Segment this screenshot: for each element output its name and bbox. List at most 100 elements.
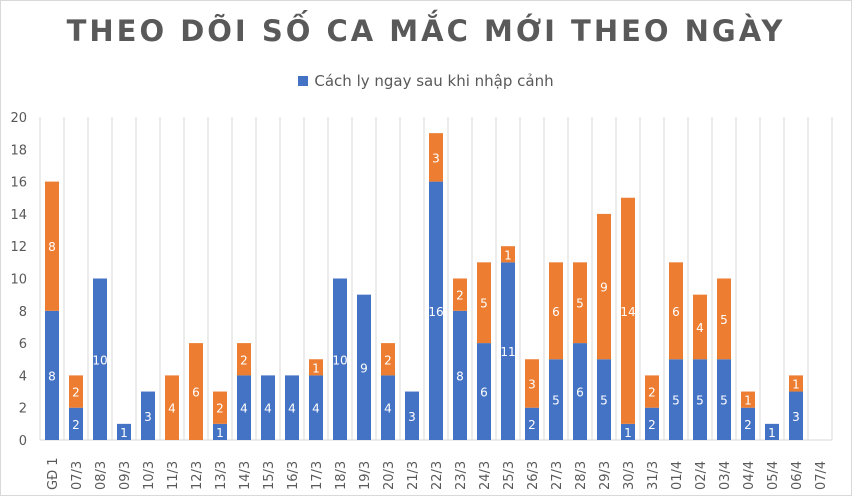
bar-blue <box>309 375 323 440</box>
x-tick-label: 29/3 <box>598 461 613 490</box>
x-tick-label: 26/3 <box>526 461 541 490</box>
data-label: 1 <box>792 377 800 391</box>
x-tick-label: 23/3 <box>454 461 469 490</box>
data-label: 6 <box>672 305 680 319</box>
data-label: 2 <box>216 402 224 416</box>
y-tick-label: 12 <box>10 240 27 255</box>
data-label: 9 <box>600 281 608 295</box>
y-tick-label: 14 <box>10 208 27 223</box>
bar-blue <box>453 310 467 440</box>
data-label: 10 <box>92 353 107 367</box>
x-tick-label: 31/3 <box>646 461 661 490</box>
x-tick-label: 09/3 <box>118 461 133 490</box>
data-label: 4 <box>384 402 392 416</box>
bar-orange <box>549 262 563 360</box>
data-label: 8 <box>456 369 464 383</box>
data-label: 3 <box>144 410 152 424</box>
data-label: 2 <box>528 418 536 432</box>
legend-swatch-blue <box>298 76 309 86</box>
bar-blue <box>645 407 659 440</box>
data-label: 9 <box>360 361 368 375</box>
data-label: 6 <box>576 386 584 400</box>
data-label: 3 <box>528 377 536 391</box>
legend-label: Cách ly ngay sau khi nhập cảnh <box>314 72 554 90</box>
bar-blue <box>477 343 491 440</box>
bar-blue <box>261 375 275 440</box>
bar-blue <box>141 391 155 440</box>
data-label: 4 <box>264 402 272 416</box>
bar-orange <box>309 359 323 376</box>
x-tick-label: 11/3 <box>166 461 181 490</box>
x-tick-label: 28/3 <box>574 461 589 490</box>
bar-orange <box>189 343 203 440</box>
bar-blue <box>693 359 707 440</box>
data-label: 6 <box>192 386 200 400</box>
x-tick-label: 01/4 <box>670 461 685 490</box>
bar-orange <box>213 391 227 424</box>
y-tick-label: 20 <box>10 111 27 126</box>
x-tick-label: 22/3 <box>430 461 445 490</box>
data-label: 5 <box>720 313 728 327</box>
bar-orange <box>429 133 443 182</box>
x-tick-label: GĐ 1 <box>46 457 61 490</box>
bar-blue <box>549 359 563 440</box>
x-tick-label: 02/4 <box>694 461 709 490</box>
legend: Cách ly ngay sau khi nhập cảnh <box>0 72 852 90</box>
y-tick-label: 16 <box>10 176 27 191</box>
data-label: 5 <box>672 394 680 408</box>
bar-orange <box>741 391 755 408</box>
data-label: 8 <box>48 240 56 254</box>
data-label: 5 <box>480 297 488 311</box>
x-tick-label: 13/3 <box>214 461 229 490</box>
bar-blue <box>573 343 587 440</box>
bar-blue <box>669 359 683 440</box>
x-tick-label: 12/3 <box>190 461 205 490</box>
x-tick-label: 18/3 <box>334 461 349 490</box>
bar-orange <box>597 213 611 360</box>
data-label: 5 <box>696 394 704 408</box>
data-label: 6 <box>480 386 488 400</box>
bar-blue <box>213 423 227 440</box>
bar-blue <box>45 310 59 440</box>
data-label: 5 <box>600 394 608 408</box>
x-tick-label: 10/3 <box>142 461 157 490</box>
bar-orange <box>693 294 707 360</box>
x-tick-label: 16/3 <box>286 461 301 490</box>
bar-orange <box>45 181 59 311</box>
bar-blue <box>717 359 731 440</box>
bar-blue <box>789 391 803 440</box>
data-label: 2 <box>384 353 392 367</box>
data-label: 2 <box>456 289 464 303</box>
y-tick-label: 2 <box>19 402 27 417</box>
x-tick-label: 19/3 <box>358 461 373 490</box>
bar-blue <box>69 407 83 440</box>
data-label: 1 <box>624 426 632 440</box>
x-tick-label: 04/4 <box>742 461 757 490</box>
y-tick-label: 10 <box>10 273 27 288</box>
x-tick-label: 17/3 <box>310 461 325 490</box>
data-label: 5 <box>720 394 728 408</box>
bar-blue <box>117 423 131 440</box>
bar-orange <box>621 197 635 424</box>
bar-orange <box>645 375 659 408</box>
bar-orange <box>237 343 251 376</box>
bar-blue <box>741 407 755 440</box>
data-label: 2 <box>648 386 656 400</box>
x-tick-label: 25/3 <box>502 461 517 490</box>
x-tick-label: 30/3 <box>622 461 637 490</box>
bar-orange <box>525 359 539 408</box>
data-label: 1 <box>120 426 128 440</box>
bar-blue <box>381 375 395 440</box>
data-label: 6 <box>552 305 560 319</box>
data-label: 3 <box>408 410 416 424</box>
data-label: 4 <box>696 321 704 335</box>
x-tick-label: 07/3 <box>70 461 85 490</box>
y-tick-label: 8 <box>19 305 27 320</box>
data-label: 2 <box>240 353 248 367</box>
data-label: 11 <box>500 345 515 359</box>
bar-orange <box>165 375 179 440</box>
x-tick-label: 15/3 <box>262 461 277 490</box>
bar-blue <box>525 407 539 440</box>
x-tick-label: 05/4 <box>766 461 781 490</box>
data-label: 1 <box>504 248 512 262</box>
